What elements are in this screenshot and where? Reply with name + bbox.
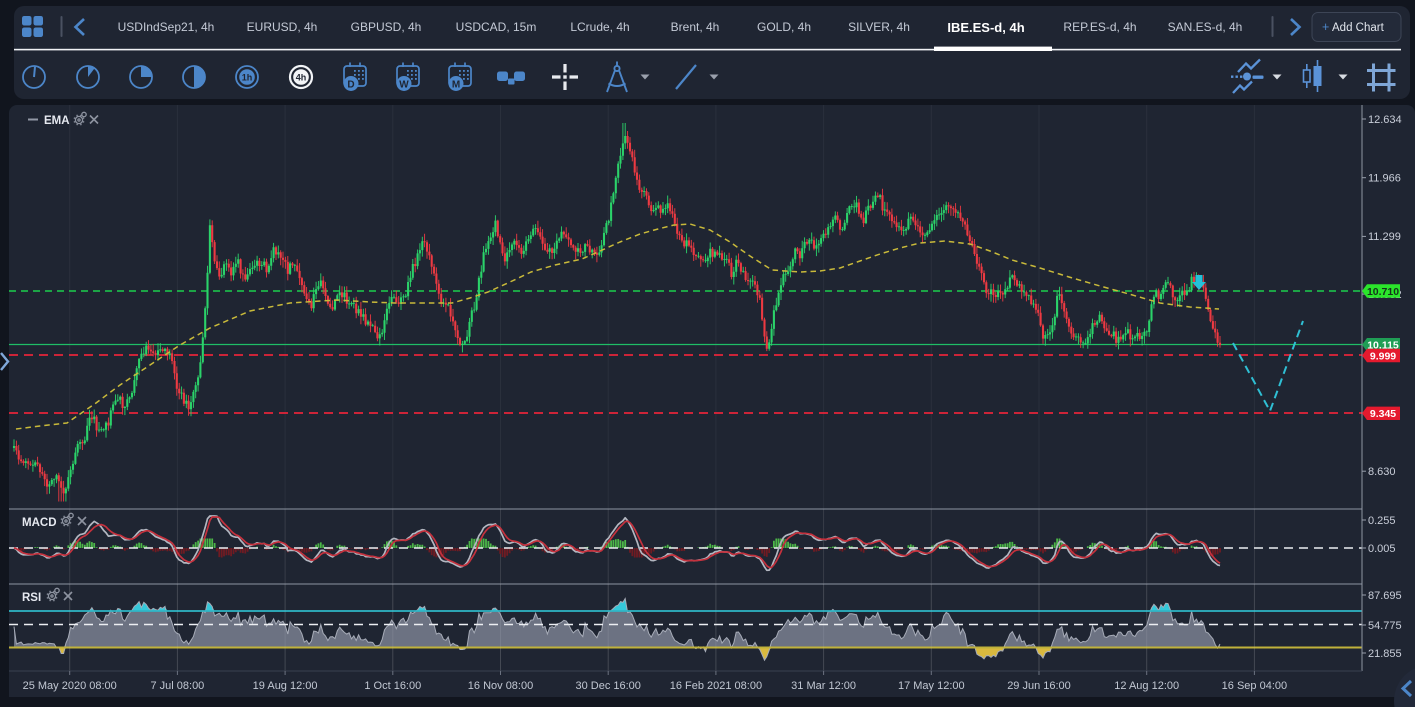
svg-text:54.775: 54.775 — [1368, 620, 1402, 632]
svg-text:16 Feb 2021 08:00: 16 Feb 2021 08:00 — [670, 680, 762, 692]
svg-text:1 Oct 16:00: 1 Oct 16:00 — [364, 680, 421, 692]
svg-text:87.695: 87.695 — [1368, 590, 1402, 602]
svg-text:M: M — [452, 80, 460, 91]
svg-text:1h: 1h — [242, 73, 253, 83]
svg-text:9.345: 9.345 — [1370, 408, 1396, 420]
svg-text:7 Jul 08:00: 7 Jul 08:00 — [150, 680, 204, 692]
svg-text:Add Chart: Add Chart — [1332, 22, 1385, 34]
svg-text:SAN.ES-d, 4h: SAN.ES-d, 4h — [1168, 20, 1243, 34]
svg-text:EURUSD, 4h: EURUSD, 4h — [247, 20, 318, 34]
svg-text:REP.ES-d, 4h: REP.ES-d, 4h — [1063, 20, 1136, 34]
svg-text:31 Mar 12:00: 31 Mar 12:00 — [791, 680, 856, 692]
svg-text:21.855: 21.855 — [1368, 648, 1402, 660]
svg-text:+: + — [1322, 20, 1329, 34]
svg-text:0.005: 0.005 — [1368, 543, 1396, 555]
svg-text:Brent, 4h: Brent, 4h — [671, 20, 720, 34]
svg-text:LCrude, 4h: LCrude, 4h — [570, 20, 629, 34]
svg-text:IBE.ES-d, 4h: IBE.ES-d, 4h — [947, 20, 1024, 35]
svg-text:8.630: 8.630 — [1368, 466, 1396, 478]
svg-text:19 Aug 12:00: 19 Aug 12:00 — [253, 680, 318, 692]
svg-text:16 Nov 08:00: 16 Nov 08:00 — [468, 680, 533, 692]
svg-text:11.966: 11.966 — [1368, 173, 1401, 185]
svg-text:MACD: MACD — [22, 517, 57, 529]
svg-text:USDIndSep21, 4h: USDIndSep21, 4h — [118, 20, 215, 34]
svg-text:9.999: 9.999 — [1370, 350, 1396, 362]
svg-text:0.255: 0.255 — [1368, 515, 1396, 527]
svg-text:D: D — [347, 80, 354, 91]
svg-text:11.299: 11.299 — [1368, 231, 1401, 243]
svg-text:RSI: RSI — [22, 592, 41, 604]
svg-text:GBPUSD, 4h: GBPUSD, 4h — [351, 20, 422, 34]
svg-text:10.710: 10.710 — [1367, 286, 1399, 298]
svg-text:12.634: 12.634 — [1368, 114, 1402, 126]
svg-text:EMA: EMA — [44, 115, 70, 127]
svg-text:29 Jun 16:00: 29 Jun 16:00 — [1007, 680, 1071, 692]
svg-text:10.115: 10.115 — [1367, 340, 1399, 352]
svg-text:17 May 12:00: 17 May 12:00 — [898, 680, 965, 692]
svg-text:4h: 4h — [296, 73, 307, 83]
svg-text:W: W — [399, 80, 409, 91]
svg-text:SILVER, 4h: SILVER, 4h — [848, 20, 910, 34]
svg-text:12 Aug 12:00: 12 Aug 12:00 — [1114, 680, 1179, 692]
svg-text:30 Dec 16:00: 30 Dec 16:00 — [575, 680, 640, 692]
svg-text:16 Sep 04:00: 16 Sep 04:00 — [1222, 680, 1287, 692]
svg-text:GOLD, 4h: GOLD, 4h — [757, 20, 811, 34]
svg-text:25 May 2020 08:00: 25 May 2020 08:00 — [23, 680, 117, 692]
svg-text:USDCAD, 15m: USDCAD, 15m — [456, 20, 537, 34]
